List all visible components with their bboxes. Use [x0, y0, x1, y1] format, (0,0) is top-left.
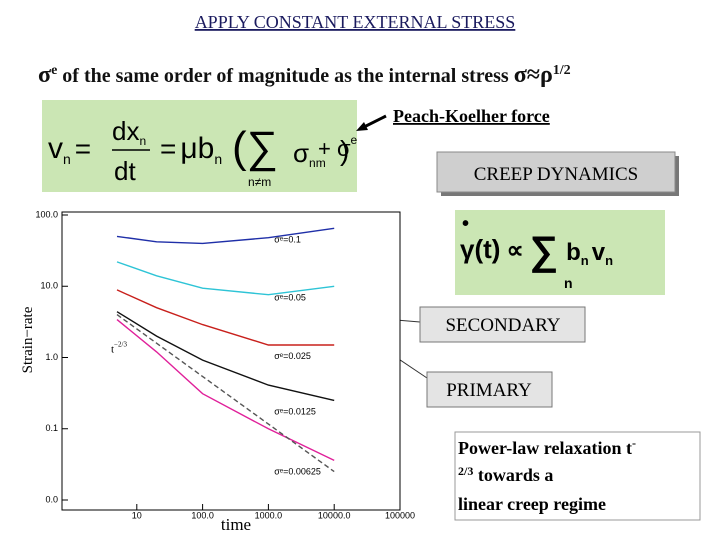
- reference-line: [116, 314, 335, 473]
- dx: dx: [112, 116, 139, 146]
- series-label: σᵉ=0.00625: [274, 466, 321, 476]
- y-axis-label: Strain−rate: [20, 306, 36, 373]
- reference-label: t−2/3: [111, 341, 127, 356]
- y-tick-label: 0.1: [45, 423, 58, 433]
- creep-label: CREEP DYNAMICS: [474, 164, 639, 185]
- n: n: [581, 253, 589, 268]
- n: n: [63, 151, 71, 167]
- sum: ∑: [530, 229, 559, 273]
- x-tick-label: 100.0: [191, 510, 214, 520]
- sup: e: [51, 63, 57, 78]
- primary-label: PRIMARY: [446, 380, 532, 401]
- sum: ∑: [247, 123, 278, 172]
- x-tick-label: 10000.0: [318, 510, 351, 520]
- note-box: [454, 431, 701, 521]
- primary-box: [426, 371, 553, 408]
- n: n: [564, 275, 573, 291]
- x-axis-label: time: [221, 515, 251, 534]
- series-label: σᵉ=0.05: [274, 292, 306, 302]
- secondary-box: [419, 306, 586, 343]
- plot-frame: [61, 211, 401, 511]
- series-line: [116, 319, 335, 462]
- series-label: σᵉ=0.025: [274, 351, 311, 361]
- note-b: 2/3: [458, 464, 473, 478]
- dt: dt: [114, 156, 136, 186]
- creep-box: [436, 151, 676, 193]
- dot: •: [462, 213, 469, 235]
- equation-tail: + σe): [318, 133, 358, 166]
- n: n: [214, 151, 222, 167]
- v: v: [48, 132, 63, 165]
- gamma: γ(t): [460, 234, 500, 264]
- sigma: σ: [38, 62, 51, 88]
- y-tick-label: 1.0: [45, 352, 58, 362]
- note-a: Power-law relaxation t: [458, 438, 632, 458]
- secondary-label: SECONDARY: [445, 315, 560, 336]
- x-tick-label: 100000: [385, 510, 415, 520]
- e: e: [351, 133, 358, 147]
- sigma: σ: [293, 138, 309, 168]
- note-c: towards a: [473, 465, 553, 485]
- series-line: [116, 227, 335, 245]
- eq: =: [160, 133, 176, 164]
- sup: 1/2: [553, 63, 571, 78]
- eq: =: [75, 133, 91, 164]
- plot: 10 100.0 1000.0 10000.0 100000 0.0 0.1 1.0 10.0 1…: [20, 209, 415, 534]
- reference-name: t: [111, 344, 114, 356]
- x-tick-label: 1000.0: [255, 510, 283, 520]
- y-tick-label: 0.0: [45, 494, 58, 504]
- note: Power-law relaxation t- 2/3 towards a line…: [458, 436, 636, 514]
- note-sup: -: [632, 436, 636, 450]
- series-line: [116, 289, 335, 346]
- nm: nm: [309, 156, 326, 170]
- force-label: Peach-Koelher force: [393, 106, 550, 126]
- series-label: σᵉ=0.0125: [274, 406, 316, 416]
- mub: μb: [180, 132, 214, 165]
- paren: (: [232, 123, 247, 172]
- title: APPLY CONSTANT EXTERNAL STRESS: [195, 12, 516, 32]
- prop: ∝: [506, 237, 523, 264]
- x-tick-label: 10: [132, 510, 142, 520]
- equation: vn = dxn dt = μbn (∑ σnm n≠m: [48, 116, 330, 189]
- series-line: [116, 261, 335, 296]
- n: n: [139, 134, 146, 148]
- series-label: σᵉ=0.1: [274, 234, 301, 244]
- paren: ): [340, 135, 349, 166]
- reference-sup: −2/3: [114, 341, 127, 349]
- v: v: [592, 239, 606, 266]
- plus: + σ: [318, 136, 351, 161]
- cond: n≠m: [248, 175, 271, 189]
- equation-box: [42, 100, 357, 192]
- equation: • γ(t) ∝ ∑ bn vn n: [460, 213, 618, 291]
- note-d: linear creep regime: [458, 494, 606, 514]
- y-tick-label: 10.0: [40, 281, 58, 291]
- y-tick-label: 100.0: [35, 209, 58, 219]
- relation: σ≈ρ: [514, 62, 553, 88]
- arrow-head: [356, 122, 368, 131]
- series-line: [116, 311, 335, 402]
- subtitle: σe of the same order of magnitude as the…: [38, 62, 571, 88]
- b: b: [566, 239, 581, 266]
- n: n: [605, 253, 613, 268]
- equation-box: [455, 210, 665, 295]
- text: of the same order of magnitude as the in…: [57, 65, 513, 87]
